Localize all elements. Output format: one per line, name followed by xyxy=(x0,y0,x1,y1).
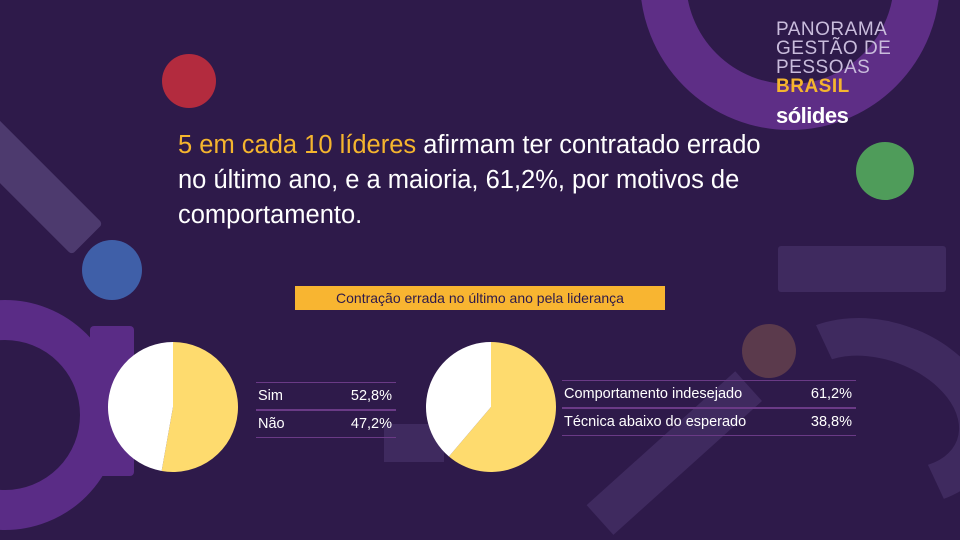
legend-row: Técnica abaixo do esperado 38,8% xyxy=(562,408,856,436)
pie-chart-reasons xyxy=(426,342,556,472)
brand-line: PANORAMA xyxy=(776,19,888,40)
pie-slice-tecnica xyxy=(426,342,491,457)
pie-legend-leaders: Sim 52,8% Não 47,2% xyxy=(256,382,396,438)
brand-highlight: BRASIL xyxy=(776,76,850,97)
legend-row: Comportamento indesejado 61,2% xyxy=(562,380,856,408)
decorative-dot-blue xyxy=(82,240,142,300)
headline: 5 em cada 10 líderes afirmam ter contrat… xyxy=(178,128,768,233)
decorative-dot-brown xyxy=(742,324,796,378)
pie-chart-leaders xyxy=(108,342,238,472)
brand-title: PANORAMA GESTÃO DE PESSOAS BRASIL xyxy=(776,20,891,96)
legend-label: Comportamento indesejado xyxy=(564,386,743,402)
legend-row: Não 47,2% xyxy=(256,410,396,438)
decorative-rect-right xyxy=(778,246,946,292)
legend-label: Sim xyxy=(258,388,283,404)
headline-text: afirmam ter contratado errado no último … xyxy=(178,131,761,229)
pie-slice-comportamento xyxy=(448,342,556,472)
legend-value: 52,8% xyxy=(350,388,392,404)
decorative-dot-green xyxy=(856,142,914,200)
chart-title-tag: Contração errada no último ano pela lide… xyxy=(295,286,665,310)
legend-value: 38,8% xyxy=(810,414,852,430)
pie-slice-sim xyxy=(161,342,238,472)
legend-row: Sim 52,8% xyxy=(256,382,396,410)
legend-value: 61,2% xyxy=(810,386,852,402)
brand-line: GESTÃO DE xyxy=(776,38,892,59)
solides-logo: sólides xyxy=(776,103,849,128)
headline-highlight: 5 em cada 10 líderes xyxy=(178,131,417,159)
legend-label: Não xyxy=(258,416,285,432)
decorative-dot-red xyxy=(162,54,216,108)
pie-legend-reasons: Comportamento indesejado 61,2% Técnica a… xyxy=(562,380,856,436)
legend-label: Técnica abaixo do esperado xyxy=(564,414,747,430)
brand-line: PESSOAS xyxy=(776,57,871,78)
pie-slice-nao xyxy=(108,342,173,471)
legend-value: 47,2% xyxy=(350,416,392,432)
decorative-diagonal-bar xyxy=(0,96,103,255)
